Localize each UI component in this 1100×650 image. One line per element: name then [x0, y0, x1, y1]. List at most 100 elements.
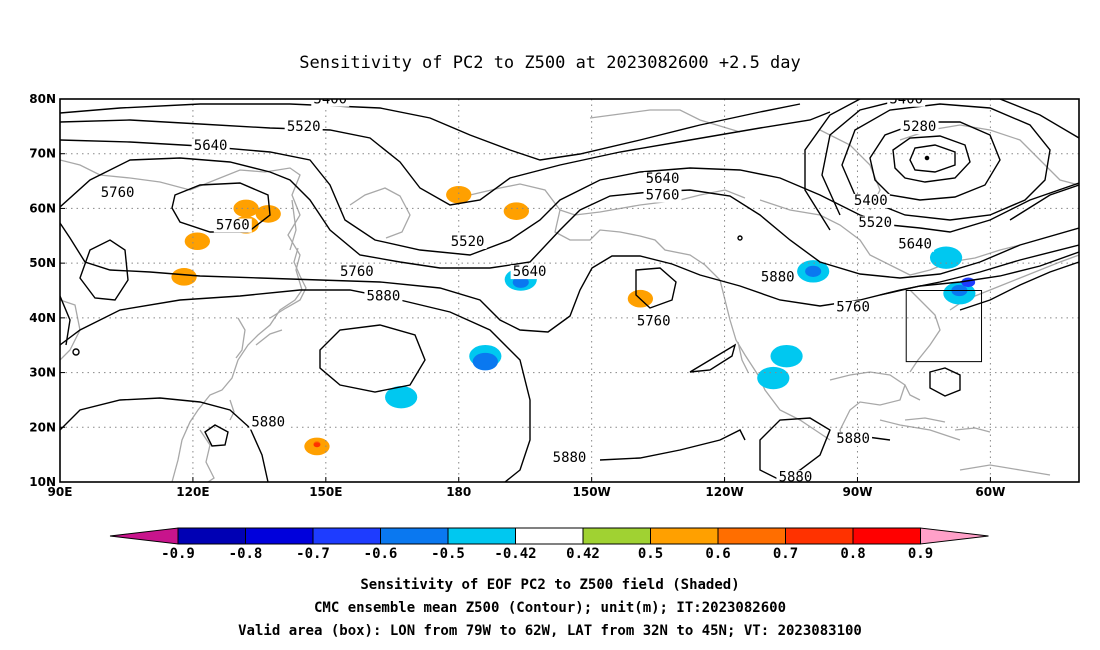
z500-contours — [60, 99, 1079, 482]
colorbar-swatch — [312, 527, 381, 545]
coastlines — [60, 109, 1079, 482]
lon-tick-label: 120W — [705, 485, 743, 499]
contour-label-bg — [887, 99, 926, 107]
lat-tick-label: 70N — [29, 147, 56, 161]
contour-label: 5520 — [451, 234, 485, 250]
lat-tick-label: 10N — [29, 475, 56, 489]
contour-label-bg — [98, 185, 137, 200]
contour-label: 5880 — [779, 469, 813, 485]
contour-label-bg — [834, 431, 873, 446]
shaded-area — [503, 202, 529, 220]
contour-label: 5760 — [637, 313, 671, 329]
colorbar-label: -0.5 — [431, 546, 465, 562]
colorbar-label: -0.6 — [364, 546, 398, 562]
lon-tick-label: 90E — [48, 485, 73, 499]
contour-labels: 5400552056405760576055205640576058805640… — [98, 92, 939, 485]
colorbar-arrow-high — [920, 527, 989, 545]
colorbar-label: -0.7 — [296, 546, 330, 562]
contour-label: 5520 — [858, 215, 892, 231]
lat-lon-grid — [60, 99, 1079, 482]
contour-label-bg — [900, 120, 939, 135]
contour-label-bg — [634, 314, 673, 329]
lat-tick-label: 60N — [29, 201, 56, 215]
shaded-area — [512, 276, 529, 288]
contour-label-bg — [550, 451, 589, 466]
colorbar-label: 0.42 — [566, 546, 600, 562]
contour-label: 5280 — [903, 119, 937, 135]
colorbar-label: 0.9 — [908, 546, 933, 562]
contour-label: 5760 — [836, 300, 870, 316]
contour-label-bg — [284, 120, 323, 135]
contour-label-bg — [896, 237, 935, 252]
contour-label: 5880 — [367, 289, 401, 305]
contour-label-bg — [337, 265, 376, 280]
colorbar-label: 0.7 — [773, 546, 798, 562]
contour-label: 5880 — [761, 270, 795, 286]
contour-label-bg — [758, 270, 797, 285]
lon-tick-label: 120E — [176, 485, 209, 499]
colorbar-swatch — [717, 527, 786, 545]
shaded-area — [184, 232, 210, 251]
contour-label: 5880 — [836, 431, 870, 447]
colorbar-swatch — [380, 527, 449, 545]
colorbar-label: 0.5 — [638, 546, 663, 562]
contour-label: 5640 — [898, 237, 932, 253]
lon-tick-label: 150E — [309, 485, 342, 499]
contour-label-bg — [643, 172, 682, 187]
colorbar-swatch — [245, 527, 314, 545]
shaded-area — [472, 352, 498, 371]
lon-tick-label: 90W — [843, 485, 873, 499]
contour-label: 5400 — [854, 193, 888, 209]
contour-label: 5400 — [313, 92, 347, 108]
colorbar-swatch — [785, 527, 854, 545]
contour-label-bg — [510, 265, 549, 280]
contour-label: 5760 — [646, 187, 680, 203]
colorbar-label: 0.6 — [705, 546, 730, 562]
shaded-area — [805, 265, 822, 277]
caption-line-2: CMC ensemble mean Z500 (Contour); unit(m… — [314, 600, 786, 616]
shaded-area — [313, 442, 321, 448]
shaded-area — [171, 268, 197, 286]
shaded-area — [385, 385, 418, 409]
contour-label: 5880 — [553, 450, 587, 466]
contour-label-bg — [776, 470, 815, 482]
contour-label-bg — [191, 139, 230, 154]
contour-label-bg — [834, 300, 873, 315]
lon-tick-label: 180 — [446, 485, 471, 499]
lat-tick-label: 20N — [29, 420, 56, 434]
shaded-area — [929, 246, 963, 269]
map-title: Sensitivity of PC2 to Z500 at 2023082600… — [299, 53, 801, 73]
contour-label: 5640 — [194, 138, 228, 154]
lon-tick-label: 150W — [573, 485, 611, 499]
lat-tick-label: 40N — [29, 311, 56, 325]
colorbar-arrow-low — [109, 527, 179, 545]
valid-area-box — [905, 290, 983, 363]
colorbar-label: 0.8 — [840, 546, 865, 562]
colorbar-swatch — [515, 527, 584, 545]
contour-label: 5640 — [513, 264, 547, 280]
lat-tick-label: 80N — [29, 92, 56, 106]
contour-label-bg — [448, 234, 487, 249]
contour-label: 5760 — [101, 185, 135, 201]
lat-tick-label: 30N — [29, 366, 56, 380]
axis-ticks: 90E 120E 150E 180 150W 120W 90W 60W 80N 70N 60N 50N… — [29, 92, 1005, 499]
caption-line-3: Valid area (box): LON from 79W to 62W, L… — [238, 623, 862, 639]
shaded-area — [446, 185, 472, 204]
map-panel: 5400552056405760576055205640576058805640… — [29, 92, 1080, 499]
contour-label: 5880 — [251, 415, 285, 431]
colorbar-swatch — [852, 527, 921, 545]
colorbar-label: -0.9 — [161, 546, 195, 562]
contour-label-bg — [643, 188, 682, 203]
contour-label-bg — [851, 193, 890, 208]
colorbar-swatch — [582, 527, 651, 545]
colorbar-label: -0.8 — [229, 546, 263, 562]
contour-label: 5760 — [340, 264, 374, 280]
caption-line-1: Sensitivity of EOF PC2 to Z500 field (Sh… — [360, 577, 739, 593]
lat-tick-label: 50N — [29, 256, 56, 270]
contour-label: 5520 — [287, 119, 321, 135]
shaded-area — [961, 277, 976, 288]
contour-label: 5640 — [646, 171, 680, 187]
contour-label-bg — [213, 218, 252, 233]
contour-label: 5400 — [889, 92, 923, 108]
